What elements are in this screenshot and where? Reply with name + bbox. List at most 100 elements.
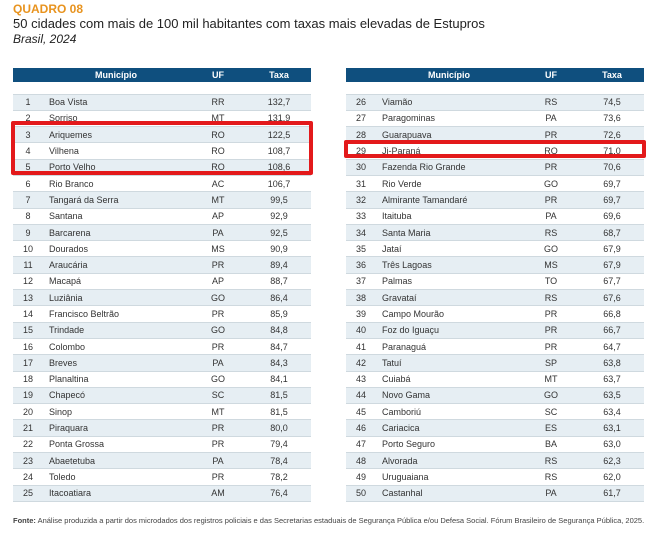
table-row: 8 Santana AP 92,9 <box>13 208 311 225</box>
table-row: 36 Três Lagoas MS 67,9 <box>346 256 644 274</box>
uf-cell: GO <box>189 289 247 307</box>
municipio-cell: Planaltina <box>43 371 189 388</box>
table-row: 48 Alvorada RS 62,3 <box>346 452 644 470</box>
uf-cell: TO <box>522 273 580 291</box>
municipio-cell: Sinop <box>43 403 189 421</box>
table-row: 31 Rio Verde GO 69,7 <box>346 175 644 193</box>
uf-cell: GO <box>189 322 247 339</box>
rank-cell: 37 <box>346 273 376 291</box>
uf-cell: PR <box>189 419 247 437</box>
uf-cell: RO <box>189 126 247 144</box>
rank-cell: 8 <box>13 208 43 225</box>
uf-cell: RO <box>189 159 247 176</box>
taxa-cell: 66,8 <box>580 305 644 323</box>
municipio-cell: Uruguaiana <box>376 468 522 486</box>
table-row: 5 Porto Velho RO 108,6 <box>13 159 311 176</box>
column-header-taxa: Taxa <box>580 68 644 82</box>
taxa-cell: 73,6 <box>580 110 644 128</box>
municipio-cell: Macapá <box>43 273 189 291</box>
table-row: 23 Abaetetuba PA 78,4 <box>13 452 311 470</box>
table-row: 33 Itaituba PA 69,6 <box>346 208 644 225</box>
table-row: 20 Sinop MT 81,5 <box>13 403 311 421</box>
column-header-uf: UF <box>189 68 247 82</box>
rank-cell: 39 <box>346 305 376 323</box>
municipio-cell: Paragominas <box>376 110 522 128</box>
rank-cell: 31 <box>346 175 376 193</box>
table-row: 26 Viamão RS 74,5 <box>346 94 644 111</box>
uf-cell: PR <box>522 126 580 144</box>
table-row: 30 Fazenda Rio Grande PR 70,6 <box>346 159 644 176</box>
uf-cell: PR <box>522 159 580 176</box>
taxa-cell: 85,9 <box>247 305 311 323</box>
taxa-cell: 72,6 <box>580 126 644 144</box>
rank-cell: 19 <box>13 387 43 405</box>
rank-cell: 41 <box>346 338 376 356</box>
rank-cell: 7 <box>13 191 43 209</box>
table-row: 28 Guarapuava PR 72,6 <box>346 126 644 144</box>
uf-cell: PR <box>189 436 247 454</box>
uf-cell: SC <box>522 403 580 421</box>
uf-cell: PR <box>189 256 247 274</box>
municipio-cell: Itacoatiara <box>43 485 189 502</box>
table-row: 13 Luziânia GO 86,4 <box>13 289 311 307</box>
table-row: 10 Dourados MS 90,9 <box>13 240 311 258</box>
municipio-cell: Cariacica <box>376 419 522 437</box>
rank-cell: 11 <box>13 256 43 274</box>
municipio-cell: Itaituba <box>376 208 522 225</box>
table-header-row: Município UF Taxa <box>346 68 644 82</box>
table-row: 11 Araucária PR 89,4 <box>13 256 311 274</box>
taxa-cell: 71,0 <box>580 142 644 160</box>
table-row: 15 Trindade GO 84,8 <box>13 322 311 339</box>
figure-title: 50 cidades com mais de 100 mil habitante… <box>13 16 485 31</box>
table-row: 37 Palmas TO 67,7 <box>346 273 644 291</box>
uf-cell: ES <box>522 419 580 437</box>
taxa-cell: 108,7 <box>247 142 311 160</box>
municipio-cell: Piraquara <box>43 419 189 437</box>
taxa-cell: 63,8 <box>580 354 644 372</box>
rank-cell: 15 <box>13 322 43 339</box>
municipio-cell: Tatuí <box>376 354 522 372</box>
municipio-cell: Chapecó <box>43 387 189 405</box>
uf-cell: GO <box>522 175 580 193</box>
uf-cell: RO <box>522 142 580 160</box>
taxa-cell: 63,4 <box>580 403 644 421</box>
municipio-cell: Tangará da Serra <box>43 191 189 209</box>
taxa-cell: 84,8 <box>247 322 311 339</box>
table-row: 39 Campo Mourão PR 66,8 <box>346 305 644 323</box>
column-header-rank <box>346 68 376 82</box>
taxa-cell: 90,9 <box>247 240 311 258</box>
rank-cell: 6 <box>13 175 43 193</box>
table-row: 24 Toledo PR 78,2 <box>13 468 311 486</box>
uf-cell: SC <box>189 387 247 405</box>
spacer-cell <box>522 82 580 95</box>
taxa-cell: 62,0 <box>580 468 644 486</box>
rank-cell: 12 <box>13 273 43 291</box>
uf-cell: RS <box>522 289 580 307</box>
rank-cell: 27 <box>346 110 376 128</box>
spacer-cell <box>13 82 43 95</box>
taxa-cell: 106,7 <box>247 175 311 193</box>
table-row: 43 Cuiabá MT 63,7 <box>346 371 644 388</box>
taxa-cell: 108,6 <box>247 159 311 176</box>
table-row: 7 Tangará da Serra MT 99,5 <box>13 191 311 209</box>
taxa-cell: 67,6 <box>580 289 644 307</box>
municipio-cell: Boa Vista <box>43 94 189 111</box>
table-row: 38 Gravataí RS 67,6 <box>346 289 644 307</box>
rank-cell: 17 <box>13 354 43 372</box>
figure-subtitle: Brasil, 2024 <box>13 32 77 46</box>
taxa-cell: 69,7 <box>580 191 644 209</box>
source-text: Análise produzida a partir dos microdado… <box>35 516 645 525</box>
rank-cell: 30 <box>346 159 376 176</box>
rank-cell: 42 <box>346 354 376 372</box>
rank-cell: 24 <box>13 468 43 486</box>
uf-cell: RR <box>189 94 247 111</box>
table-row: 12 Macapá AP 88,7 <box>13 273 311 291</box>
taxa-cell: 78,2 <box>247 468 311 486</box>
uf-cell: PR <box>522 338 580 356</box>
municipio-cell: Sorriso <box>43 110 189 128</box>
uf-cell: PA <box>522 208 580 225</box>
taxa-cell: 67,9 <box>580 240 644 258</box>
uf-cell: SP <box>522 354 580 372</box>
table-row: 2 Sorriso MT 131,9 <box>13 110 311 128</box>
taxa-cell: 86,4 <box>247 289 311 307</box>
